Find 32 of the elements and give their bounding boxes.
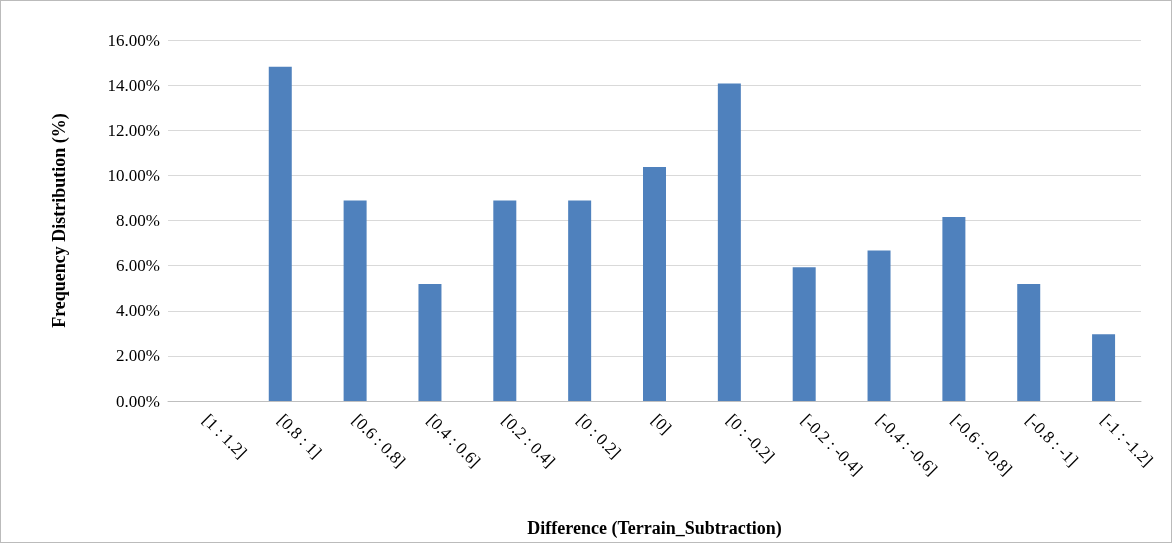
y-tick-label: 4.00%: [116, 301, 160, 321]
bar: [418, 283, 442, 401]
x-tick-label: [0.4 : 0.6]: [423, 410, 485, 472]
x-tick-label: [0.8 : 1]: [273, 410, 326, 463]
bar: [568, 200, 592, 401]
x-tick-label: [0.6 : 0.8]: [348, 410, 410, 472]
bar: [268, 66, 292, 401]
bar: [717, 83, 741, 401]
bar: [1017, 283, 1041, 401]
x-axis-title: Difference (Terrain_Subtraction): [527, 518, 782, 539]
x-tick-label: [0 : -0.2]: [722, 410, 779, 467]
y-axis-title: Frequency Distribution (%): [49, 113, 70, 328]
y-tick-label: 2.00%: [116, 346, 160, 366]
x-tick-label: [-1 : -1.2]: [1096, 410, 1157, 471]
y-tick-label: 10.00%: [107, 165, 160, 185]
y-tick-label: 12.00%: [107, 120, 160, 140]
x-tick-label: [1 : 1.2]: [198, 410, 251, 463]
y-tick-label: 0.00%: [116, 391, 160, 411]
bar: [942, 217, 966, 401]
y-tick-label: 6.00%: [116, 256, 160, 276]
bar: [343, 200, 367, 401]
y-tick-label: 8.00%: [116, 211, 160, 230]
y-tick-label: 14.00%: [107, 75, 160, 95]
x-tick-label: [0.2 : 0.4]: [498, 410, 559, 472]
bar: [493, 200, 517, 401]
bar: [643, 167, 666, 401]
x-tick-label: [0]: [647, 410, 676, 438]
x-tick-label: [0 : 0.2]: [572, 410, 625, 463]
bar: [867, 250, 891, 401]
bar: [1092, 334, 1116, 401]
bar: [792, 267, 816, 401]
y-tick-label: 16.00%: [107, 30, 160, 50]
